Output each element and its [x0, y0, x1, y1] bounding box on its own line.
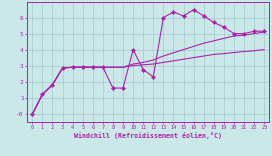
X-axis label: Windchill (Refroidissement éolien,°C): Windchill (Refroidissement éolien,°C): [74, 132, 222, 139]
